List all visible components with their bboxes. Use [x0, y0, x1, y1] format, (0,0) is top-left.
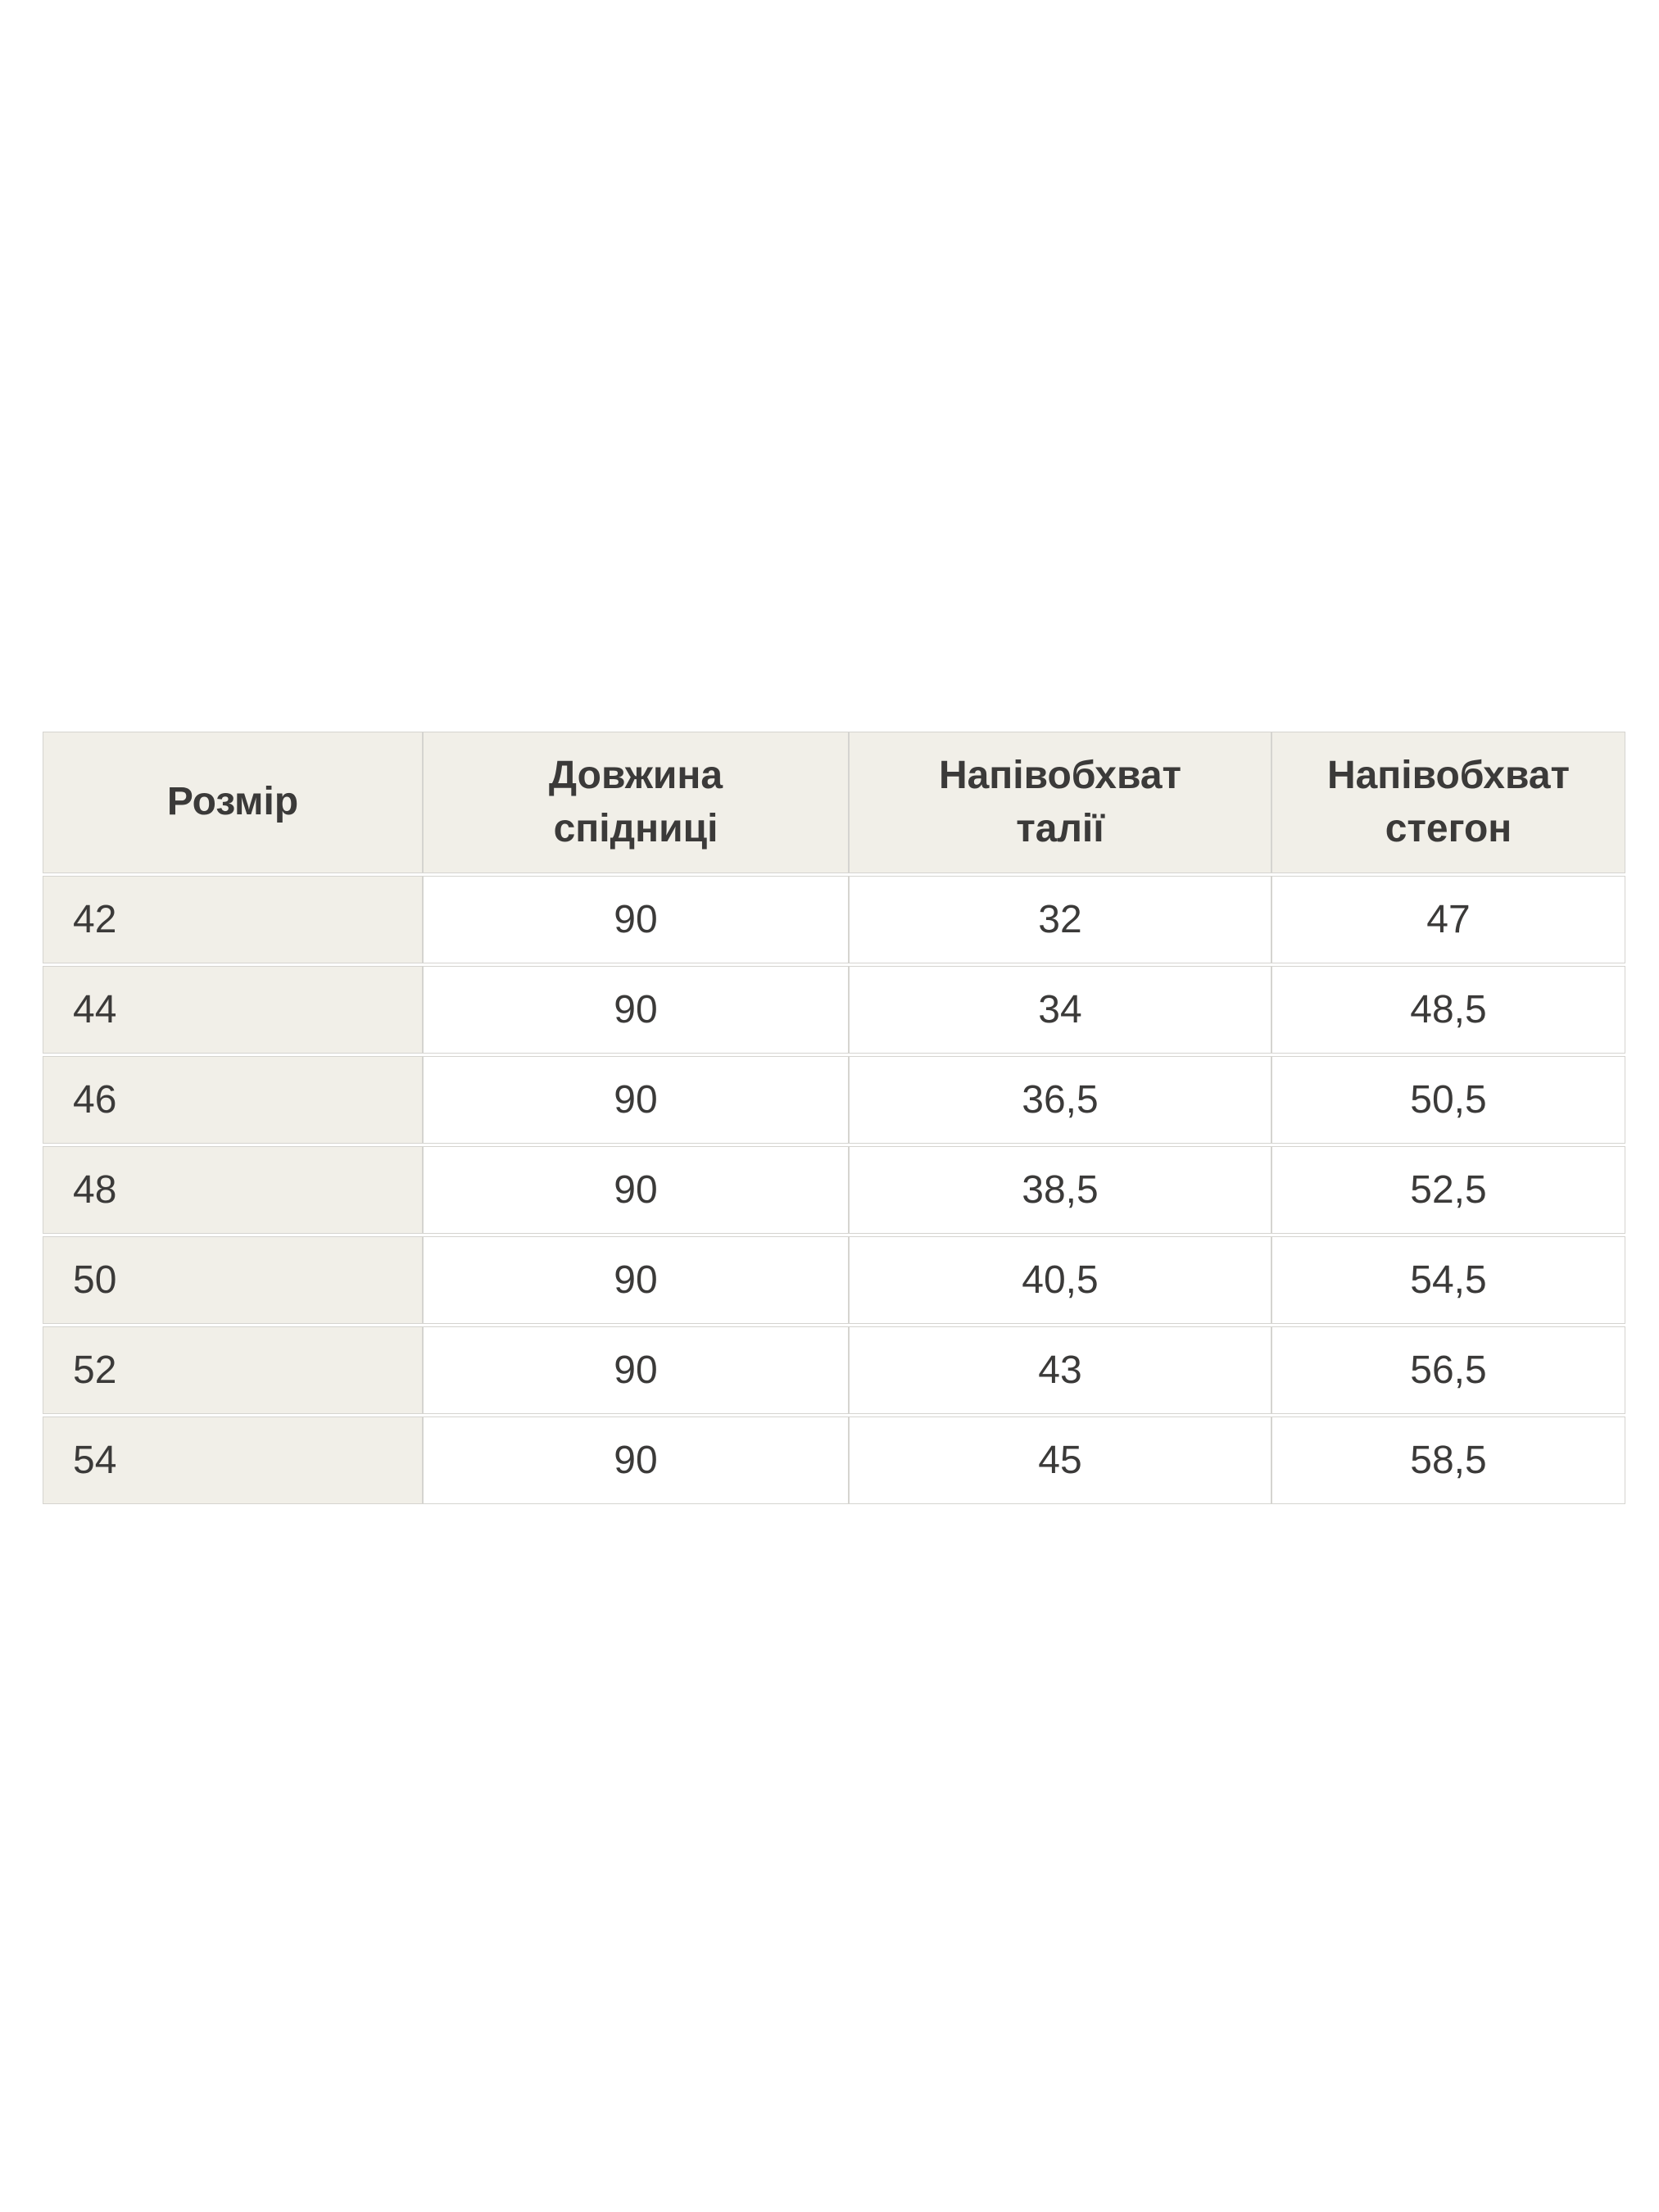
size-chart-section: Розмір Довжина спідниці Напівобхват талі… [43, 729, 1625, 1507]
size-cell: 42 [43, 876, 423, 963]
size-cell: 44 [43, 966, 423, 1054]
waist-cell: 32 [849, 876, 1271, 963]
waist-cell: 40,5 [849, 1236, 1271, 1324]
waist-cell: 43 [849, 1326, 1271, 1414]
table-row: 42 90 32 47 [43, 876, 1625, 963]
length-cell: 90 [423, 966, 849, 1054]
waist-cell: 36,5 [849, 1056, 1271, 1144]
length-cell: 90 [423, 1056, 849, 1144]
column-header-length-line2: спідниці [553, 806, 718, 850]
column-header-length: Довжина спідниці [423, 732, 849, 873]
length-cell: 90 [423, 876, 849, 963]
size-cell: 54 [43, 1416, 423, 1504]
table-row: 52 90 43 56,5 [43, 1326, 1625, 1414]
length-cell: 90 [423, 1236, 849, 1324]
table-row: 44 90 34 48,5 [43, 966, 1625, 1054]
size-cell: 46 [43, 1056, 423, 1144]
hips-cell: 52,5 [1271, 1146, 1625, 1234]
waist-cell: 34 [849, 966, 1271, 1054]
column-header-hips: Напівобхват стегон [1271, 732, 1625, 873]
table-row: 54 90 45 58,5 [43, 1416, 1625, 1504]
table-row: 48 90 38,5 52,5 [43, 1146, 1625, 1234]
column-header-length-line1: Довжина [548, 753, 723, 797]
length-cell: 90 [423, 1146, 849, 1234]
size-table: Розмір Довжина спідниці Напівобхват талі… [43, 729, 1625, 1507]
column-header-size-label: Розмір [166, 780, 299, 824]
hips-cell: 54,5 [1271, 1236, 1625, 1324]
column-header-hips-line1: Напівобхват [1326, 753, 1571, 797]
column-header-waist-line1: Напівобхват [938, 753, 1182, 797]
column-header-size: Розмір [43, 732, 423, 873]
hips-cell: 47 [1271, 876, 1625, 963]
column-header-waist: Напівобхват талії [849, 732, 1271, 873]
table-row: 50 90 40,5 54,5 [43, 1236, 1625, 1324]
size-cell: 48 [43, 1146, 423, 1234]
hips-cell: 56,5 [1271, 1326, 1625, 1414]
table-row: 46 90 36,5 50,5 [43, 1056, 1625, 1144]
column-header-waist-line2: талії [1016, 806, 1104, 850]
size-cell: 50 [43, 1236, 423, 1324]
header-row: Розмір Довжина спідниці Напівобхват талі… [43, 732, 1625, 873]
size-cell: 52 [43, 1326, 423, 1414]
waist-cell: 45 [849, 1416, 1271, 1504]
length-cell: 90 [423, 1326, 849, 1414]
hips-cell: 58,5 [1271, 1416, 1625, 1504]
waist-cell: 38,5 [849, 1146, 1271, 1234]
hips-cell: 50,5 [1271, 1056, 1625, 1144]
length-cell: 90 [423, 1416, 849, 1504]
hips-cell: 48,5 [1271, 966, 1625, 1054]
column-header-hips-line2: стегон [1385, 806, 1512, 850]
